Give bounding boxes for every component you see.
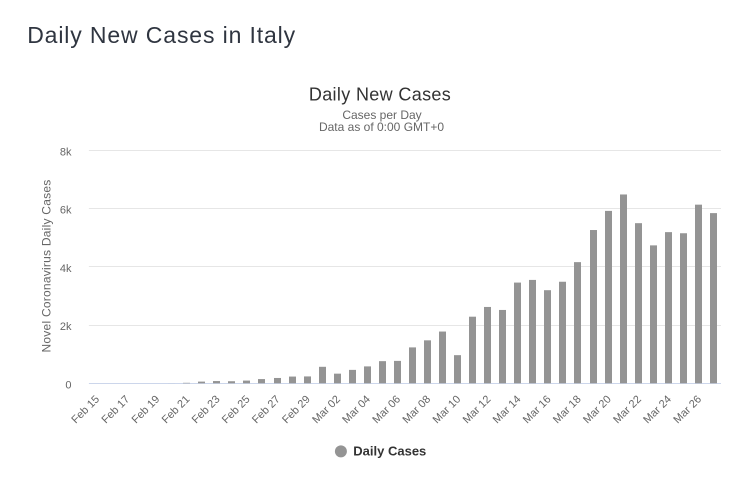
svg-text:Novel Coronavirus Daily Cases: Novel Coronavirus Daily Cases — [40, 179, 54, 352]
svg-text:Daily New Cases: Daily New Cases — [309, 84, 451, 104]
svg-text:Daily New Cases in Italy: Daily New Cases in Italy — [27, 22, 296, 48]
svg-text:Feb 25: Feb 25 — [220, 393, 253, 426]
svg-text:Mar 18: Mar 18 — [551, 393, 584, 426]
svg-text:Mar 08: Mar 08 — [401, 393, 434, 426]
svg-text:0: 0 — [65, 379, 71, 391]
svg-text:Feb 23: Feb 23 — [190, 393, 223, 426]
svg-text:Feb 27: Feb 27 — [250, 393, 283, 426]
svg-text:Mar 20: Mar 20 — [581, 393, 614, 426]
svg-text:Feb 29: Feb 29 — [280, 393, 313, 426]
svg-text:Mar 14: Mar 14 — [491, 393, 524, 426]
svg-text:Cases per Day: Cases per Day — [342, 108, 421, 122]
svg-text:Feb 15: Feb 15 — [69, 393, 102, 426]
svg-text:Data as of 0:00 GMT+0: Data as of 0:00 GMT+0 — [319, 120, 444, 134]
svg-text:8k: 8k — [60, 147, 72, 159]
svg-text:Feb 21: Feb 21 — [160, 393, 193, 426]
svg-text:Mar 04: Mar 04 — [340, 393, 373, 426]
svg-text:4k: 4k — [60, 263, 72, 275]
svg-text:Mar 02: Mar 02 — [310, 393, 343, 426]
svg-text:Mar 06: Mar 06 — [370, 393, 403, 426]
svg-text:6k: 6k — [60, 205, 72, 217]
svg-text:Mar 26: Mar 26 — [671, 393, 704, 426]
svg-text:Mar 10: Mar 10 — [431, 393, 464, 426]
svg-text:Feb 17: Feb 17 — [100, 393, 133, 426]
svg-text:Mar 24: Mar 24 — [641, 393, 674, 426]
svg-text:Feb 19: Feb 19 — [130, 393, 163, 426]
svg-text:2k: 2k — [60, 321, 72, 333]
svg-text:Mar 22: Mar 22 — [611, 393, 644, 426]
svg-text:Daily Cases: Daily Cases — [353, 444, 426, 459]
svg-text:Mar 16: Mar 16 — [521, 393, 554, 426]
svg-text:Mar 12: Mar 12 — [461, 393, 494, 426]
